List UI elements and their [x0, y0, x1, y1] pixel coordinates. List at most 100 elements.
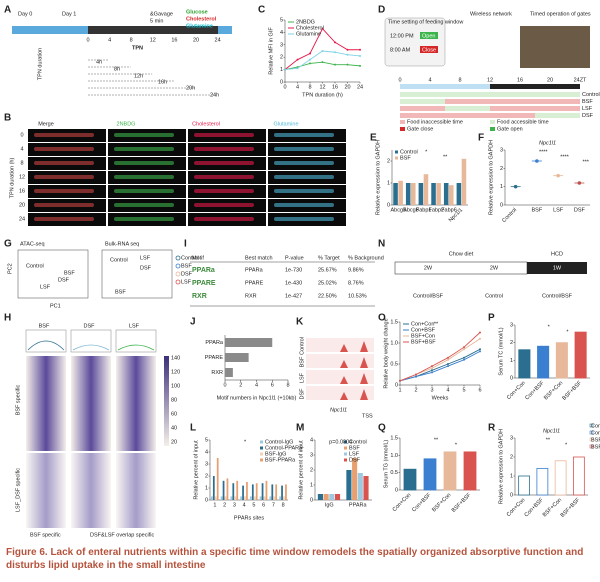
- colorbar-label: 100: [171, 383, 180, 389]
- label: TPN: [132, 45, 143, 51]
- bar: [216, 458, 219, 500]
- motif-logo: PPARa: [192, 267, 215, 274]
- tick-label: 8: [458, 77, 461, 83]
- label: Close: [422, 47, 436, 53]
- table-header: P-value: [285, 255, 304, 261]
- x-tick-label: 8: [282, 502, 285, 508]
- x-tick-label: Con+BSF: [411, 492, 433, 514]
- point: [479, 331, 481, 334]
- annotation: **: [546, 437, 551, 443]
- label: &Gavage: [150, 11, 173, 17]
- track-signal: [306, 389, 368, 400]
- label: 24h: [210, 92, 219, 98]
- legend-swatch: [344, 458, 347, 462]
- point: [463, 356, 465, 359]
- x-tick-label: BSF+BSF: [561, 380, 583, 402]
- y-tick-label: 1: [205, 485, 208, 491]
- panel-label: M: [296, 423, 304, 434]
- y-tick-label: 1.5: [390, 435, 398, 441]
- row-label: 12: [19, 174, 25, 180]
- bar: [574, 331, 587, 379]
- table-cell: PPARa: [245, 267, 264, 273]
- y-tick-label: 2: [280, 55, 283, 61]
- row-label: 16: [19, 188, 25, 194]
- x-tick-label: 6: [271, 382, 274, 388]
- tick-label: 0: [398, 77, 401, 83]
- panel-label: B: [4, 113, 11, 124]
- signal: [114, 147, 174, 151]
- annotation: ***: [583, 159, 590, 165]
- legend-swatch: [400, 127, 405, 131]
- point: [334, 51, 336, 54]
- annotation: *: [455, 442, 458, 448]
- table-header: % Target: [318, 255, 340, 261]
- y-tick-label: 1: [310, 482, 313, 488]
- open-btn: [420, 32, 438, 39]
- x-tick-label: 1: [213, 502, 216, 508]
- y-tick-label: 3: [510, 435, 513, 441]
- bar: [393, 183, 398, 205]
- track-label: Control: [299, 337, 305, 355]
- panel-label: O: [378, 313, 386, 324]
- signal: [194, 147, 254, 151]
- annotation: ****: [539, 149, 548, 155]
- bar: [423, 458, 437, 491]
- bar: [352, 458, 358, 500]
- point: [431, 365, 433, 368]
- panel-label: J: [190, 317, 196, 328]
- y-tick-label: 5: [280, 17, 283, 23]
- x-tick-label: BSF+BSF: [451, 492, 473, 514]
- bar: [334, 494, 341, 500]
- row-bar: [400, 99, 580, 104]
- motif-logo: PPARE: [192, 280, 216, 287]
- legend-swatch: [589, 423, 594, 428]
- signal: [274, 189, 334, 193]
- table-cell: 25.67%: [318, 267, 337, 273]
- bar: [236, 480, 239, 500]
- tick-label: 4: [108, 37, 111, 43]
- signal: [114, 203, 174, 207]
- bar: [443, 183, 449, 205]
- bar: [255, 483, 258, 500]
- bar: [463, 451, 477, 491]
- row-label: BSF: [582, 99, 593, 105]
- point: [321, 27, 324, 30]
- point: [447, 356, 449, 359]
- line: [399, 332, 481, 382]
- signal: [114, 161, 174, 165]
- bar: [285, 484, 287, 500]
- point: [346, 53, 349, 56]
- bar: [212, 476, 215, 500]
- bar: [449, 185, 454, 205]
- heatmap: [116, 356, 156, 451]
- label: PC1: [50, 303, 61, 309]
- label: Time setting of feeding window: [388, 19, 463, 25]
- track-label: LSF: [299, 372, 305, 383]
- y-tick-label: 1: [387, 180, 390, 186]
- panel-label: N: [378, 239, 385, 250]
- signal: [114, 133, 174, 137]
- signal: [194, 217, 254, 221]
- label: ATAC-seq: [20, 241, 45, 247]
- y-tick-label: 1: [510, 473, 513, 479]
- column-label: 2NBDG: [117, 121, 136, 127]
- table-cell: 25.02%: [318, 280, 337, 286]
- bar: [225, 368, 233, 377]
- tick-label: 0: [86, 37, 89, 43]
- annotation: *: [425, 149, 428, 155]
- tick-label: 20: [547, 77, 553, 83]
- group-label: Control: [26, 263, 44, 269]
- tick-label: 16: [517, 77, 523, 83]
- x-tick-label: 4: [243, 502, 246, 508]
- y-tick-label: RXR: [211, 370, 223, 376]
- signal: [194, 161, 254, 165]
- table-cell: 22.50%: [318, 293, 337, 299]
- y-tick-label: 3: [280, 42, 283, 48]
- y-axis-label: Relative expression to GAPDH: [375, 140, 381, 215]
- row-label: 0: [20, 132, 23, 138]
- signal: [274, 147, 334, 151]
- legend-label: Control: [181, 255, 199, 261]
- legend-swatch: [344, 446, 347, 450]
- label: Control/BSF: [542, 293, 573, 299]
- x-tick-label: 7: [272, 502, 275, 508]
